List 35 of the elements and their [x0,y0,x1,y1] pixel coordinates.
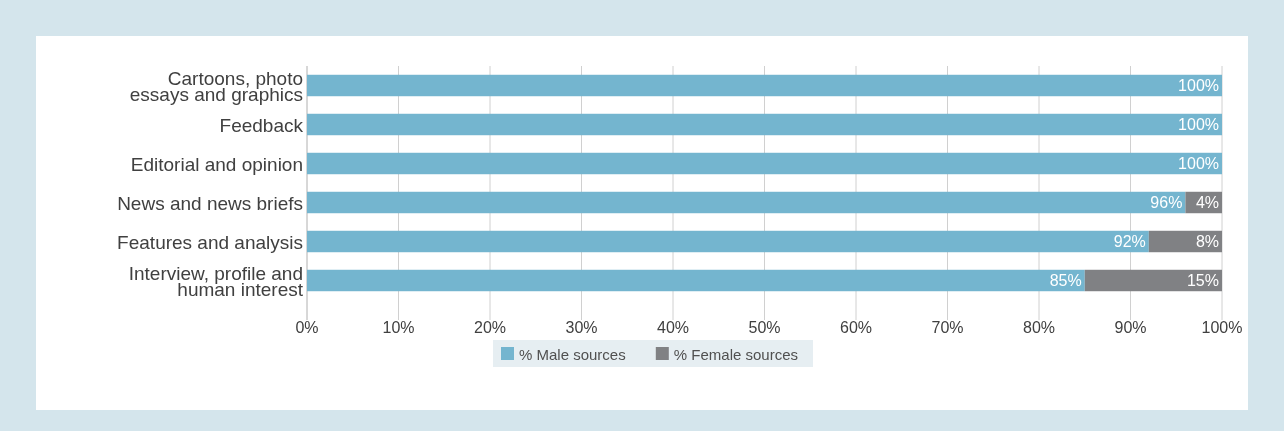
x-tick-label: 10% [382,319,415,336]
legend-label: % Male sources [519,345,626,363]
bar [307,74,1222,97]
y-tick-label: Cartoons, photo essays and graphics [129,67,303,104]
y-tick-label: Feedback [219,114,304,135]
y-tick-label: News and news briefs [117,192,303,213]
bar [307,269,1085,292]
x-tick-label: 70% [931,319,964,336]
data-label: 4% [1195,194,1219,211]
data-label: 92% [1113,233,1146,250]
data-label: 15% [1186,272,1219,289]
y-tick-label: Editorial and opinion [130,153,303,174]
y-tick-label: Interview, profile and human interest [128,262,304,299]
bar [307,191,1186,214]
bar [307,113,1222,136]
x-tick-label: 100% [1201,319,1243,336]
y-tick-label: Features and analysis [117,231,303,252]
bar [1084,269,1222,292]
bar [307,230,1149,253]
data-label: 100% [1178,77,1219,94]
legend-label: % Female sources [673,345,799,363]
data-label: 100% [1178,155,1219,172]
data-label: 100% [1178,116,1219,133]
x-tick-label: 90% [1114,319,1147,336]
x-tick-label: 30% [565,319,598,336]
data-label: 8% [1195,233,1219,250]
x-tick-label: 0% [295,319,319,336]
x-tick-label: 80% [1022,319,1056,336]
x-tick-label: 60% [839,319,873,336]
x-tick-label: 50% [748,319,781,336]
x-tick-label: 20% [473,319,507,336]
data-label: 96% [1150,194,1183,211]
x-tick-label: 40% [656,319,690,336]
data-label: 85% [1049,272,1082,289]
bar [307,152,1222,175]
